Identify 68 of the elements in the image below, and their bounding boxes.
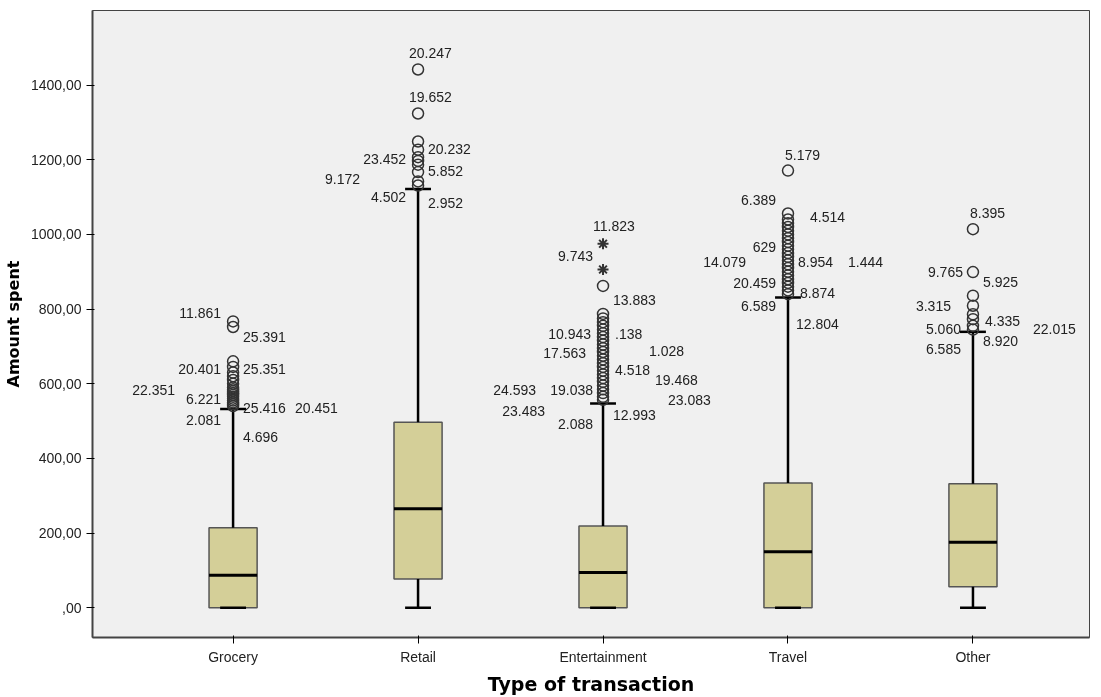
annotation: 5.060 [925, 321, 962, 338]
annotation: 22.015 [1032, 321, 1076, 338]
annotation: 8.954 [798, 254, 834, 271]
annotation: 9.765 [927, 264, 964, 281]
annotation: 5.179 [785, 146, 821, 163]
annotation: .138 [615, 325, 643, 342]
annotation: 23.083 [668, 391, 712, 408]
annotation: 23.483 [502, 402, 546, 419]
annotation: 24.593 [493, 382, 537, 399]
annotation: 9.743 [557, 247, 594, 264]
x-tick-label: Retail [400, 648, 436, 665]
annotation: 9.172 [325, 170, 361, 187]
annotation: 2.081 [186, 412, 222, 429]
annotation: 25.391 [243, 329, 287, 346]
x-tick-label: Travel [768, 648, 808, 665]
annotation: 6.585 [925, 341, 962, 358]
y-tick-label: 400,00 [38, 450, 82, 467]
annotation: 6.589 [740, 297, 777, 314]
x-axis-title: Type of transaction [487, 672, 695, 695]
annotation: 20.451 [295, 399, 339, 416]
annotation: 3.315 [915, 298, 952, 315]
annotation: 11.861 [179, 305, 222, 322]
annotation: 8.874 [800, 285, 836, 302]
annotation: 20.232 [428, 140, 472, 157]
annotation: 2.952 [428, 195, 464, 212]
annotation: 4.335 [984, 313, 1021, 330]
y-tick-label: 1000,00 [30, 226, 82, 243]
annotation: 19.038 [550, 382, 594, 399]
annotation: 19.468 [655, 371, 699, 388]
annotation: 12.804 [796, 316, 840, 332]
annotation: 23.452 [363, 151, 407, 168]
x-tick-label: Entertainment [559, 648, 647, 665]
y-tick-label: 200,00 [38, 525, 82, 541]
annotation: 19.652 [409, 89, 453, 106]
annotation: 25.351 [243, 361, 287, 378]
annotation: 1.028 [649, 343, 685, 360]
annotation: 5.925 [982, 274, 1019, 291]
annotation: 14.079 [703, 254, 747, 271]
annotation: 25.416 [243, 399, 287, 416]
annotation: 10.943 [548, 325, 592, 342]
annotation: 4.696 [243, 429, 279, 446]
y-tick-label: 800,00 [38, 301, 82, 318]
annotation: 22.351 [132, 382, 176, 399]
annotation: 1.444 [848, 254, 884, 271]
annotation: 6.221 [186, 391, 222, 408]
annotation: 17.563 [543, 345, 587, 362]
annotation: 4.518 [615, 361, 651, 378]
y-tick-label: 1200,00 [30, 151, 82, 168]
x-tick-label: Grocery [208, 648, 258, 665]
annotation: 629 [752, 238, 777, 255]
annotation: 8.395 [969, 204, 1006, 221]
annotation: 11.823 [593, 217, 636, 234]
annotation: 4.514 [810, 208, 846, 225]
x-tick-label: Other [955, 648, 991, 665]
y-tick-label: 600,00 [38, 375, 82, 392]
annotation: 12.993 [613, 407, 657, 424]
annotation: 8.920 [982, 333, 1019, 350]
annotation: 20.401 [178, 361, 222, 378]
annotation: 4.502 [371, 188, 407, 205]
annotation: 20.247 [409, 45, 453, 62]
y-tick-label: 1400,00 [30, 77, 82, 94]
annotation: 2.088 [557, 416, 594, 433]
annotation: 5.852 [428, 163, 464, 180]
annotation: 13.883 [613, 292, 657, 309]
y-tick-label: ,00 [62, 599, 82, 616]
annotation: 20.459 [733, 275, 777, 292]
y-axis-title: Amount spent [3, 260, 23, 388]
annotation: 6.389 [740, 191, 777, 208]
